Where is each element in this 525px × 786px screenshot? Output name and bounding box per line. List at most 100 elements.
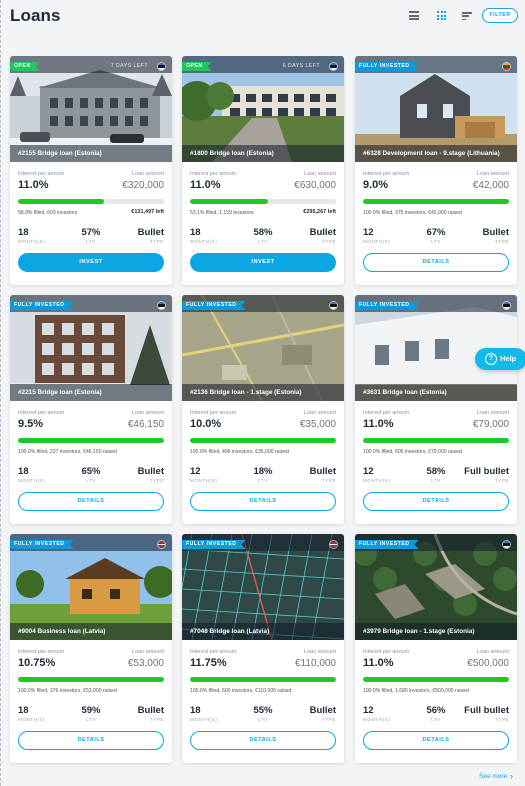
chevron-right-icon[interactable]: › (510, 771, 513, 781)
loan-title[interactable]: #2136 Bridge loan - 1.stage (Estonia) (182, 384, 344, 401)
country-flag-icon (502, 540, 511, 549)
amount-value: €53,000 (127, 658, 164, 669)
loan-card[interactable]: OPEN 7 DAYS LEFT #2155 Bridge loan (Esto… (10, 56, 172, 285)
details-button[interactable]: DETAILS (18, 731, 164, 750)
loan-title[interactable]: #3979 Bridge loan - 1.stage (Estonia) (355, 623, 517, 640)
loan-title[interactable]: #1800 Bridge loan (Estonia) (182, 145, 344, 162)
funding-progress-bar (363, 677, 509, 682)
term-value: 12 (363, 466, 374, 477)
type-unit: TYPE (321, 478, 336, 483)
interest-value: 9.0% (363, 179, 389, 191)
invest-button[interactable]: INVEST (18, 253, 164, 272)
details-button[interactable]: DETAILS (363, 492, 509, 511)
loan-title[interactable]: #9004 Business loan (Latvia) (10, 623, 172, 640)
type-value: Full bullet (464, 466, 509, 477)
term-value: 18 (18, 705, 29, 716)
term-unit: MONTH(S) (190, 717, 218, 722)
amount-value: €320,000 (122, 180, 164, 191)
filter-button[interactable]: FILTER (482, 8, 518, 23)
ltv-unit: LTV (86, 478, 96, 483)
details-button[interactable]: DETAILS (363, 253, 509, 272)
help-button[interactable]: ? Help (475, 348, 525, 370)
loan-card[interactable]: FULLY INVESTED #3979 Bridge loan - 1.sta… (355, 534, 517, 763)
loan-title[interactable]: #6328 Development loan - 9.stage (Lithua… (355, 145, 517, 162)
funding-stats: 58.9% filled, 609 investors (18, 210, 78, 216)
ltv-unit: LTV (86, 717, 96, 722)
loan-card[interactable]: FULLY INVESTED #3631 Bridge loan (Estoni… (355, 295, 517, 524)
ltv-value: 56% (426, 705, 446, 716)
amount-label: Loan amount (476, 649, 509, 655)
type-value: Bullet (309, 705, 336, 716)
property-photo[interactable]: OPEN 7 DAYS LEFT #2155 Bridge loan (Esto… (10, 56, 172, 162)
loan-title[interactable]: #3631 Bridge loan (Estonia) (355, 384, 517, 401)
term-unit: MONTH(S) (363, 717, 391, 722)
term-value: 18 (190, 705, 201, 716)
property-photo[interactable]: FULLY INVESTED #3979 Bridge loan - 1.sta… (355, 534, 517, 640)
loan-title[interactable]: #7048 Bridge loan (Latvia) (182, 623, 344, 640)
details-button[interactable]: DETAILS (190, 492, 336, 511)
funding-progress-fill (190, 677, 336, 682)
amount-label: Loan amount (303, 171, 336, 177)
type-unit: TYPE (149, 239, 164, 244)
ltv-unit: LTV (258, 478, 268, 483)
funding-stats: 100.0% filled, 376 investors, €53,000 ra… (18, 688, 117, 694)
list-view-icon[interactable] (409, 11, 419, 20)
property-photo[interactable]: FULLY INVESTED #6328 Development loan - … (355, 56, 517, 162)
loan-card[interactable]: FULLY INVESTED #2136 Bridge loan - 1.sta… (182, 295, 344, 524)
type-unit: TYPE (494, 717, 509, 722)
term-value: 12 (363, 227, 374, 238)
amount-label: Loan amount (476, 410, 509, 416)
term-unit: MONTH(S) (18, 717, 46, 722)
funding-progress-bar (18, 677, 164, 682)
property-photo[interactable]: OPEN 6 DAYS LEFT #1800 Bridge loan (Esto… (182, 56, 344, 162)
property-photo[interactable]: FULLY INVESTED #9004 Business loan (Latv… (10, 534, 172, 640)
funding-progress-fill (18, 677, 164, 682)
loan-card[interactable]: OPEN 6 DAYS LEFT #1800 Bridge loan (Esto… (182, 56, 344, 285)
funding-progress-fill (18, 438, 164, 443)
status-badge: FULLY INVESTED (182, 540, 246, 549)
funding-progress-bar (190, 199, 336, 204)
ltv-unit: LTV (431, 239, 441, 244)
country-flag-icon (502, 62, 511, 71)
loan-card[interactable]: FULLY INVESTED #2215 Bridge loan (Estoni… (10, 295, 172, 524)
property-photo[interactable]: FULLY INVESTED #7048 Bridge loan (Latvia… (182, 534, 344, 640)
type-value: Bullet (137, 466, 164, 477)
loan-title[interactable]: #2215 Bridge loan (Estonia) (10, 384, 172, 401)
loan-card[interactable]: FULLY INVESTED #6328 Development loan - … (355, 56, 517, 285)
details-button[interactable]: DETAILS (190, 731, 336, 750)
status-badge: OPEN (10, 62, 40, 71)
interest-label: Interest per annum (363, 410, 410, 416)
term-value: 12 (190, 466, 201, 477)
funding-progress-fill (190, 438, 336, 443)
funding-stats: 100.0% filled, 375 investors, €42,000 ra… (363, 210, 462, 216)
invest-button[interactable]: INVEST (190, 253, 336, 272)
amount-label: Loan amount (131, 649, 164, 655)
funding-progress-bar (363, 199, 509, 204)
see-more-link[interactable]: See more (479, 773, 508, 780)
funding-stats: 100.0% filled, 600 investors, €110,000 r… (190, 688, 292, 694)
amount-value: €42,000 (472, 180, 509, 191)
loan-card[interactable]: FULLY INVESTED #7048 Bridge loan (Latvia… (182, 534, 344, 763)
loan-card[interactable]: FULLY INVESTED #9004 Business loan (Latv… (10, 534, 172, 763)
funding-stats: 100.0% filled, 606 investors, €79,000 ra… (363, 449, 462, 455)
status-badge: FULLY INVESTED (182, 301, 246, 310)
details-button[interactable]: DETAILS (18, 492, 164, 511)
grid-view-icon[interactable] (437, 11, 446, 20)
card-topbar (10, 56, 172, 73)
type-unit: TYPE (321, 239, 336, 244)
funding-stats: 100.0% filled, 496 investors, €35,000 ra… (190, 449, 289, 455)
country-flag-icon (329, 62, 338, 71)
term-unit: MONTH(S) (190, 239, 218, 244)
amount-label: Loan amount (303, 649, 336, 655)
interest-label: Interest per annum (190, 171, 237, 177)
loan-title[interactable]: #2155 Bridge loan (Estonia) (10, 145, 172, 162)
type-unit: TYPE (321, 717, 336, 722)
amount-left: €295,267 left (303, 209, 336, 215)
funding-progress-fill (363, 677, 509, 682)
sort-icon[interactable] (462, 12, 472, 21)
funding-stats: 100.0% filled, 1,680 investors, €500,000… (363, 688, 469, 694)
interest-value: 10.0% (190, 418, 222, 430)
details-button[interactable]: DETAILS (363, 731, 509, 750)
property-photo[interactable]: FULLY INVESTED #2136 Bridge loan - 1.sta… (182, 295, 344, 401)
property-photo[interactable]: FULLY INVESTED #2215 Bridge loan (Estoni… (10, 295, 172, 401)
